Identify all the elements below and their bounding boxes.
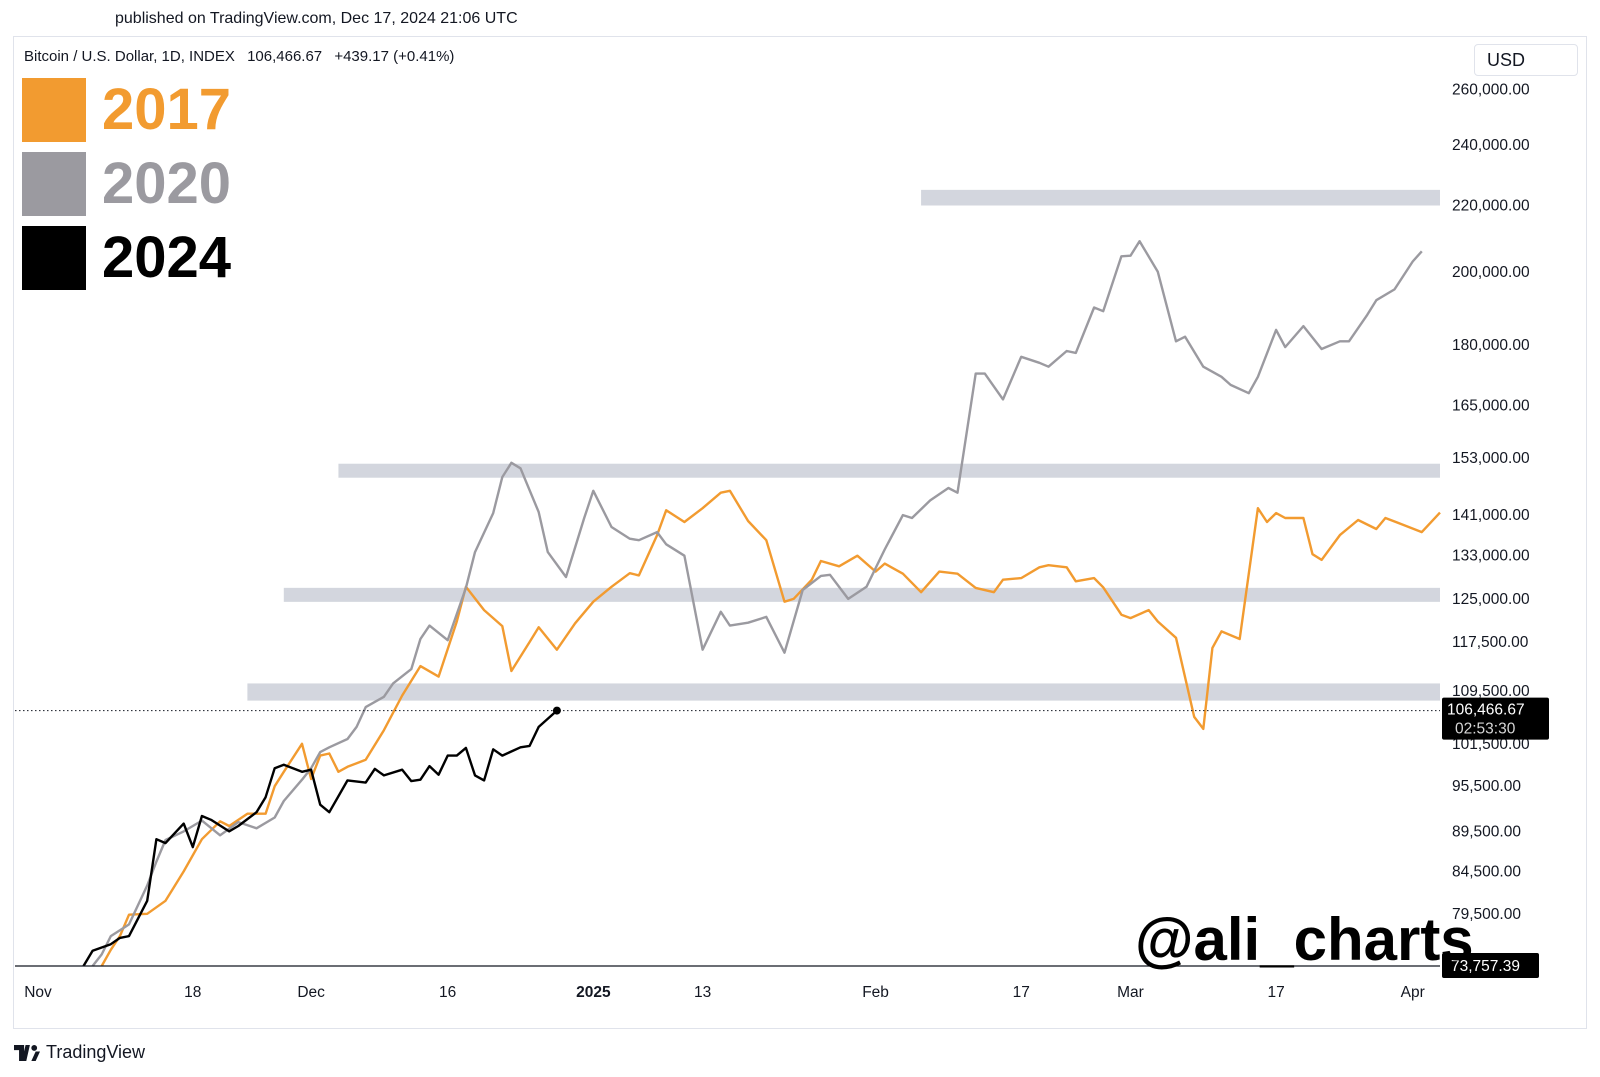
y-tick-label: 133,000.00 <box>1452 548 1530 565</box>
tradingview-logo-text: TradingView <box>46 1042 146 1062</box>
y-tick-label: 117,500.00 <box>1452 634 1529 651</box>
y-tick-label: 109,500.00 <box>1452 683 1530 700</box>
x-tick-label: 13 <box>694 984 711 1001</box>
legend-swatch-2017 <box>22 78 86 142</box>
legend-item-2020: 2020 <box>22 152 231 216</box>
author-watermark: @ali_charts <box>1135 906 1474 973</box>
x-tick-label: 2025 <box>576 984 611 1001</box>
base-price-label: 73,757.39 <box>1451 958 1520 975</box>
time-axis[interactable]: Nov 18 Dec 16 2025 13 Feb 17 Mar 17 Apr <box>24 984 1425 1001</box>
x-tick-label: Feb <box>862 984 889 1001</box>
base-price-box <box>1442 953 1539 978</box>
tradingview-logo-icon <box>14 1044 40 1061</box>
symbol-price: 106,466.67 <box>247 48 323 65</box>
x-tick-label: 17 <box>1268 984 1285 1001</box>
currency-button[interactable]: USD <box>1474 44 1578 76</box>
y-tick-label: 95,500.00 <box>1452 778 1521 795</box>
series-lines <box>82 240 1441 967</box>
y-tick-label: 153,000.00 <box>1452 450 1530 467</box>
legend-item-2017: 2017 <box>22 78 231 142</box>
published-caption: published on TradingView.com, Dec 17, 20… <box>115 10 518 27</box>
series-line-2020 <box>91 240 1423 967</box>
current-price-label: 106,466.67 <box>1447 702 1525 719</box>
legend-swatch-2020 <box>22 152 86 216</box>
x-tick-label: Apr <box>1401 984 1425 1001</box>
x-tick-label: Dec <box>297 984 325 1001</box>
legend-item-2024: 2024 <box>22 226 231 290</box>
zone-1 <box>283 587 1441 602</box>
y-tick-label: 141,000.00 <box>1452 507 1530 524</box>
y-tick-label: 101,500.00 <box>1452 736 1530 753</box>
y-tick-label: 79,500.00 <box>1452 906 1521 923</box>
symbol-name[interactable]: Bitcoin / U.S. Dollar, 1D, INDEX <box>24 48 235 65</box>
chart-frame <box>13 36 1587 1029</box>
y-tick-label: 180,000.00 <box>1452 337 1530 354</box>
series-line-2024 <box>82 709 558 967</box>
y-tick-label: 200,000.00 <box>1452 264 1530 281</box>
series-line-2017 <box>100 489 1441 967</box>
symbol-info: Bitcoin / U.S. Dollar, 1D, INDEX 106,466… <box>24 48 462 65</box>
tradingview-logo[interactable]: TradingView <box>14 1042 145 1063</box>
y-tick-label: 125,000.00 <box>1452 591 1530 608</box>
x-tick-label: 17 <box>1013 984 1030 1001</box>
legend-label-2017: 2017 <box>102 77 232 142</box>
legend-swatch-2024 <box>22 226 86 290</box>
x-tick-label: Nov <box>24 984 52 1001</box>
countdown-timer-label: 02:53:30 <box>1455 721 1516 738</box>
legend-label-2020: 2020 <box>102 151 232 216</box>
resistance-zones <box>247 189 1441 701</box>
x-tick-label: 18 <box>184 984 201 1001</box>
last-price-dot <box>552 706 561 715</box>
legend-label-2024: 2024 <box>102 225 232 290</box>
x-tick-label: Mar <box>1117 984 1144 1001</box>
zone-2 <box>338 463 1440 478</box>
current-price-markers <box>15 706 1440 967</box>
y-tick-label: 84,500.00 <box>1452 863 1521 880</box>
zone-0 <box>247 683 1440 701</box>
x-tick-label: 16 <box>439 984 456 1001</box>
zone-3 <box>921 189 1440 206</box>
y-tick-label: 240,000.00 <box>1452 137 1530 154</box>
y-tick-label: 260,000.00 <box>1452 81 1530 98</box>
price-axis[interactable]: 260,000.00 240,000.00 220,000.00 200,000.00… <box>1442 81 1549 978</box>
symbol-change: +439.17 (+0.41%) <box>334 48 455 65</box>
current-price-box <box>1442 697 1549 740</box>
y-tick-label: 165,000.00 <box>1452 398 1530 415</box>
y-tick-label: 89,500.00 <box>1452 823 1521 840</box>
y-tick-label: 220,000.00 <box>1452 198 1530 215</box>
